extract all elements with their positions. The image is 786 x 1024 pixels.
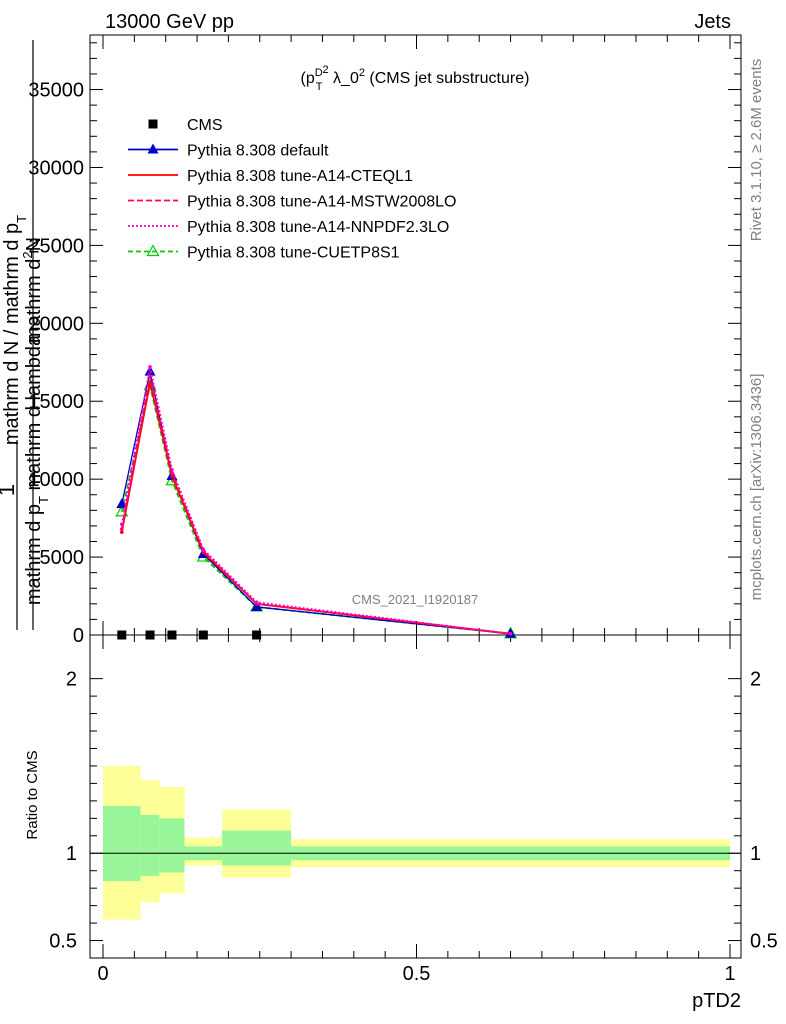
ratio-y-tick-label-left: 2 (66, 669, 77, 691)
ratio-y-tick-label-right: 2 (750, 669, 761, 691)
svg-text:1: 1 (0, 484, 19, 496)
legend-label-default: Pythia 8.308 default (187, 143, 329, 160)
ratio-inner-band-0 (103, 806, 141, 882)
legend-label-mstw: Pythia 8.308 tune-A14-MSTW2008LO (187, 194, 456, 211)
x-tick-label: 1 (724, 963, 735, 985)
x-tick-label: 0 (97, 963, 108, 985)
main-y-tick-label: 30000 (28, 157, 84, 179)
ratio-y-tick-label-right: 0.5 (750, 931, 778, 953)
legend-label-nnpdf: Pythia 8.308 tune-A14-NNPDF2.3LO (187, 219, 449, 236)
data-point-nnpdf (201, 547, 206, 552)
plot-title: (pD T2 λ_02 (CMS jet substructure) (301, 64, 530, 93)
legend-marker-cuetp (146, 244, 160, 257)
series-line-nnpdf (120, 366, 511, 635)
main-y-tick-label: 10000 (28, 469, 84, 491)
data-point-cms (198, 630, 208, 640)
main-y-tick-label: 25000 (28, 235, 84, 257)
analysis-watermark: CMS_2021_I1920187 (352, 592, 479, 607)
data-point-cms (145, 630, 155, 640)
main-y-tick-label: 5000 (40, 547, 85, 569)
ratio-y-tick-label-left: 0.5 (49, 931, 77, 953)
main-y-tick-label: 0 (73, 625, 84, 647)
energy-label: 13000 GeV pp (105, 11, 234, 33)
legend: CMS Pythia 8.308 default Pythia 8.308 tune… (128, 117, 456, 262)
legend-marker-cms (148, 119, 158, 129)
ratio-y-axis-title: Ratio to CMS (24, 750, 41, 839)
legend-marker-default (147, 143, 159, 154)
ratio-inner-band-4 (222, 830, 292, 866)
ratio-inner-band-1 (140, 814, 160, 876)
legend-label-cms: CMS (187, 117, 223, 134)
mcplots-reference-text: mcplots.cern.ch [arXiv:1306.3436] (748, 374, 765, 601)
legend-label-cuetp: Pythia 8.308 tune-CUETP8S1 (187, 245, 400, 262)
data-point-cms (252, 630, 262, 640)
ratio-bands (103, 765, 730, 920)
ratio-y-tick-label-right: 1 (750, 843, 761, 865)
ratio-inner-band-2 (159, 818, 185, 873)
legend-label-cteql1: Pythia 8.308 tune-A14-CTEQL1 (187, 168, 413, 185)
data-point-nnpdf (148, 365, 152, 369)
data-point-cteql1 (120, 530, 124, 534)
ratio-panel-frame (89, 634, 742, 959)
tick-labels: 0 5000 10000 15000 20000 25000 30000 35000 0 0.5 1… (28, 80, 777, 985)
main-y-tick-label: 20000 (28, 313, 84, 335)
main-y-tick-label: 15000 (28, 391, 84, 413)
main-y-tick-label: 35000 (28, 80, 84, 102)
ratio-y-tick-label-left: 1 (66, 843, 77, 865)
main-y-axis-title: mathrm d2N mathrm d pT mathrm d lambda m… (0, 40, 51, 630)
data-point-mstw (120, 527, 124, 531)
x-axis-title: pTD2 (692, 990, 741, 1012)
data-point-nnpdf (254, 600, 259, 605)
data-point-nnpdf (170, 468, 174, 472)
x-tick-label: 0.5 (403, 963, 431, 985)
data-point-nnpdf (508, 631, 513, 636)
process-label: Jets (694, 11, 731, 33)
data-point-nnpdf (120, 522, 124, 527)
data-point-cms (117, 630, 127, 640)
data-point-default (116, 498, 128, 509)
data-point-cms (167, 630, 177, 640)
rivet-version-text: Rivet 3.1.10, ≥ 2.6M events (748, 59, 765, 242)
series-line-mstw (120, 376, 511, 635)
data-point-default (251, 600, 263, 611)
plot-series (115, 365, 518, 640)
